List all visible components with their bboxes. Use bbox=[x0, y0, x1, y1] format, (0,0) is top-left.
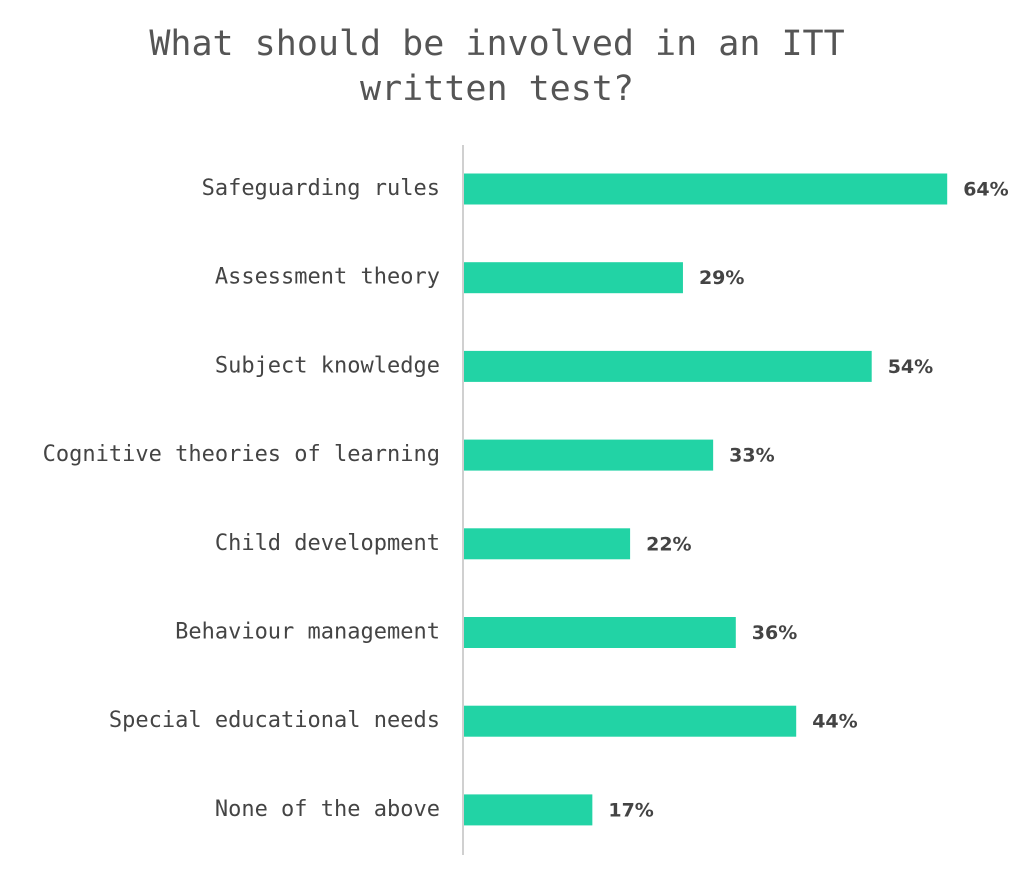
bar bbox=[464, 617, 736, 648]
bar bbox=[464, 350, 872, 382]
value-label: 33% bbox=[729, 445, 774, 467]
value-label: 17% bbox=[608, 799, 653, 821]
value-label: 29% bbox=[699, 267, 744, 289]
value-label: 22% bbox=[646, 533, 691, 555]
category-label: Safeguarding rules bbox=[202, 176, 440, 201]
bar bbox=[464, 794, 593, 826]
bar bbox=[464, 705, 797, 737]
category-label: Child development bbox=[215, 531, 440, 556]
value-label: 54% bbox=[888, 356, 933, 378]
category-label: Cognitive theories of learning bbox=[43, 442, 440, 467]
category-label: None of the above bbox=[215, 797, 440, 822]
bar bbox=[464, 528, 631, 560]
category-label: Subject knowledge bbox=[215, 353, 440, 378]
value-label: 36% bbox=[752, 622, 797, 644]
value-label: 64% bbox=[963, 179, 1008, 201]
chart-title: What should be involved in an ITT writte… bbox=[149, 24, 845, 109]
category-label: Behaviour management bbox=[175, 620, 440, 645]
category-label: Special educational needs bbox=[109, 708, 440, 733]
bar bbox=[464, 262, 683, 294]
value-label: 44% bbox=[812, 711, 857, 733]
category-label: Assessment theory bbox=[215, 265, 440, 290]
bar bbox=[464, 439, 714, 471]
bar bbox=[464, 173, 948, 205]
